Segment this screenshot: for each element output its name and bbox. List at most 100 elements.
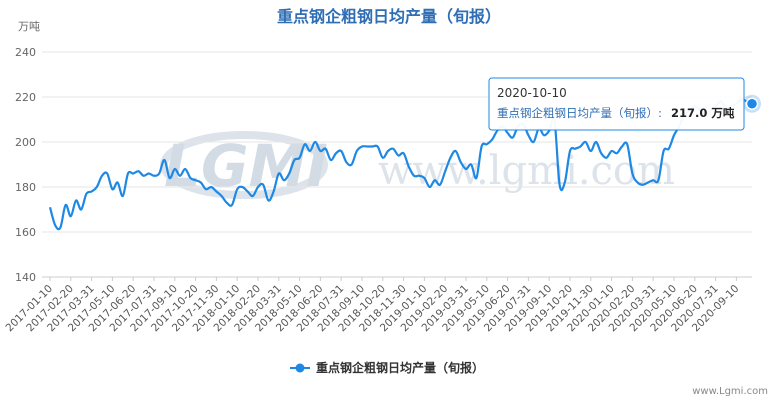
data-point — [58, 226, 62, 230]
data-point — [225, 201, 229, 205]
data-point — [454, 149, 458, 153]
chart-title: 重点钢企粗钢日均产量（旬报） — [277, 7, 501, 26]
data-point — [428, 185, 432, 189]
data-point — [672, 133, 676, 137]
data-point — [308, 149, 312, 153]
data-point — [126, 172, 130, 176]
data-point — [360, 145, 364, 149]
data-point — [573, 147, 577, 151]
data-point — [365, 145, 369, 149]
data-point — [339, 149, 343, 153]
tooltip-series-label: 重点钢企粗钢日均产量（旬报）: — [497, 106, 662, 120]
data-point — [313, 140, 317, 144]
data-point — [589, 149, 593, 153]
watermark-url: www.lgmi.com — [378, 148, 675, 194]
data-point — [230, 203, 234, 207]
data-point — [162, 158, 166, 162]
data-point — [277, 172, 281, 176]
data-point — [74, 199, 78, 203]
data-point — [412, 174, 416, 178]
data-point — [266, 199, 270, 203]
data-point — [651, 178, 655, 182]
data-point — [370, 145, 374, 149]
data-point — [53, 223, 57, 227]
data-point — [558, 183, 562, 187]
data-point — [100, 174, 104, 178]
data-point — [526, 133, 530, 137]
data-point — [199, 181, 203, 185]
data-point — [121, 194, 125, 198]
tooltip: 2020-10-10 重点钢企粗钢日均产量（旬报）: 217.0 万吨 — [488, 77, 745, 131]
data-point — [625, 142, 629, 146]
y-tick-label: 160 — [15, 226, 36, 239]
data-point — [376, 145, 380, 149]
data-point — [568, 149, 572, 153]
data-point — [204, 187, 208, 191]
data-point — [662, 149, 666, 153]
y-tick-label: 200 — [15, 136, 36, 149]
data-point — [656, 178, 660, 182]
data-point — [131, 172, 135, 176]
data-point — [194, 178, 198, 182]
data-point — [214, 190, 218, 194]
data-point — [630, 172, 634, 176]
y-tick-label: 240 — [15, 46, 36, 59]
data-point — [615, 151, 619, 155]
data-point — [64, 203, 68, 207]
data-point — [506, 131, 510, 135]
data-point — [474, 176, 478, 180]
data-point — [240, 185, 244, 189]
data-point — [334, 151, 338, 155]
data-point — [136, 169, 140, 173]
data-point — [464, 167, 468, 171]
data-point — [287, 172, 291, 176]
footer-url: www.Lgmi.com — [692, 386, 768, 397]
data-point — [79, 208, 83, 212]
data-point — [209, 185, 213, 189]
data-point — [448, 156, 452, 160]
data-point — [188, 176, 192, 180]
data-point — [116, 181, 120, 185]
data-point — [324, 147, 328, 151]
legend-label: 重点钢企粗钢日均产量（旬报） — [316, 360, 484, 375]
grid — [42, 51, 752, 278]
data-point — [381, 156, 385, 160]
data-point — [168, 176, 172, 180]
data-point — [604, 156, 608, 160]
legend[interactable]: 重点钢企粗钢日均产量（旬报） — [290, 360, 484, 375]
data-point — [386, 149, 390, 153]
data-point — [105, 172, 109, 176]
data-point — [298, 156, 302, 160]
data-point — [251, 194, 255, 198]
data-point — [318, 149, 322, 153]
data-point — [183, 167, 187, 171]
data-point — [599, 151, 603, 155]
data-point — [256, 185, 260, 189]
data-point — [292, 158, 296, 162]
data-point — [157, 172, 161, 176]
data-point — [511, 136, 515, 140]
tooltip-value: 217.0 万吨 — [671, 106, 735, 120]
data-point — [391, 147, 395, 151]
data-point — [438, 183, 442, 187]
tooltip-date: 2020-10-10 — [497, 86, 567, 100]
data-point — [303, 142, 307, 146]
data-point — [261, 183, 265, 187]
highlight-point[interactable] — [745, 97, 759, 110]
data-point — [433, 178, 437, 182]
data-point — [84, 192, 88, 196]
data-point — [152, 174, 156, 178]
data-point — [142, 174, 146, 178]
data-point — [542, 133, 546, 137]
data-point — [485, 142, 489, 146]
series-group — [48, 94, 761, 231]
data-point — [282, 178, 286, 182]
data-point — [532, 140, 536, 144]
data-point — [563, 181, 567, 185]
x-axis-ticks: 2017-01-102017-02-202017-03-312017-05-10… — [3, 277, 742, 334]
data-point — [610, 149, 614, 153]
y-tick-label: 180 — [15, 181, 36, 194]
series-line-0 — [48, 98, 753, 231]
data-point — [578, 145, 582, 149]
